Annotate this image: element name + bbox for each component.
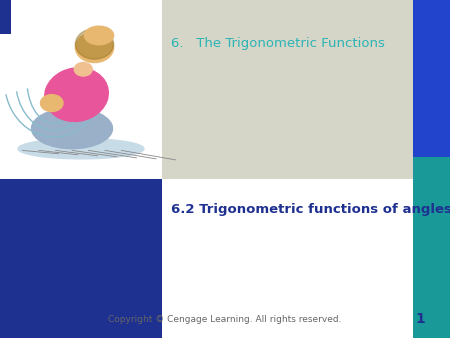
Ellipse shape	[18, 139, 144, 159]
Bar	[0, 0, 413, 179]
Ellipse shape	[50, 87, 76, 102]
Ellipse shape	[76, 29, 113, 59]
Text: 6.2 Trigonometric functions of angles: 6.2 Trigonometric functions of angles	[171, 203, 450, 216]
Bar	[0, 0, 11, 34]
Ellipse shape	[32, 108, 112, 149]
Bar	[413, 0, 450, 157]
Text: 6.   The Trigonometric Functions: 6. The Trigonometric Functions	[171, 38, 385, 50]
Ellipse shape	[45, 68, 108, 121]
Bar	[0, 0, 162, 179]
Bar	[413, 157, 450, 338]
Text: Copyright © Cengage Learning. All rights reserved.: Copyright © Cengage Learning. All rights…	[108, 315, 342, 324]
Ellipse shape	[76, 32, 113, 63]
Bar	[0, 179, 162, 338]
Ellipse shape	[74, 63, 92, 76]
Circle shape	[40, 95, 63, 112]
Ellipse shape	[85, 26, 113, 45]
Text: 1: 1	[416, 312, 426, 327]
